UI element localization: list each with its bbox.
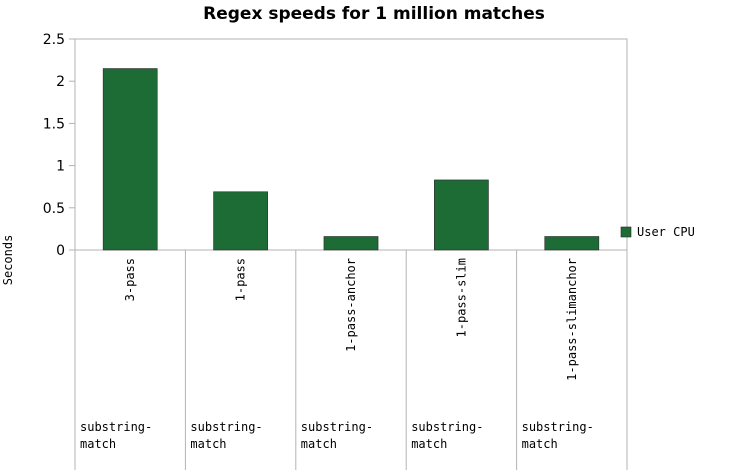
y-axis: 0 0.5 1 1.5 2 2.5 (43, 32, 75, 259)
bars (102, 68, 600, 251)
x-axis: 3-pass 1-pass 1-pass-anchor 1-pass-slim 1-pa… (74, 249, 628, 470)
y-tick-label: 0 (56, 243, 65, 259)
group-label: substring-match (80, 420, 152, 451)
y-tick-label: 1.5 (43, 116, 65, 132)
chart-title: Regex speeds for 1 million matches (203, 4, 545, 24)
y-tick-label: 0.5 (43, 201, 65, 217)
group-label: substring-match (411, 420, 483, 451)
bar (323, 236, 379, 251)
y-axis-label: Seconds (1, 235, 15, 286)
plot-frame (74, 38, 628, 251)
legend-label: User CPU (637, 225, 695, 239)
y-tick-label: 2 (56, 74, 65, 90)
y-tick-label: 2.5 (43, 32, 65, 48)
x-tick-label: 1-pass-slim (454, 258, 468, 337)
bar (434, 179, 489, 251)
x-tick-label: 3-pass (123, 258, 137, 301)
legend: User CPU (620, 225, 695, 239)
bar (544, 236, 600, 251)
x-tick-label: 1-pass-slimanchor (565, 258, 579, 381)
x-tick-label: 1-pass (234, 258, 248, 301)
group-label: substring-match (301, 420, 373, 451)
group-label: substring-match (522, 420, 594, 451)
group-label: substring-match (190, 420, 262, 451)
x-tick-label: 1-pass-anchor (344, 258, 358, 352)
bar (102, 68, 158, 251)
plot-area (74, 38, 628, 251)
y-tick-label: 1 (56, 159, 65, 175)
bar (213, 191, 268, 251)
legend-swatch (620, 226, 632, 238)
